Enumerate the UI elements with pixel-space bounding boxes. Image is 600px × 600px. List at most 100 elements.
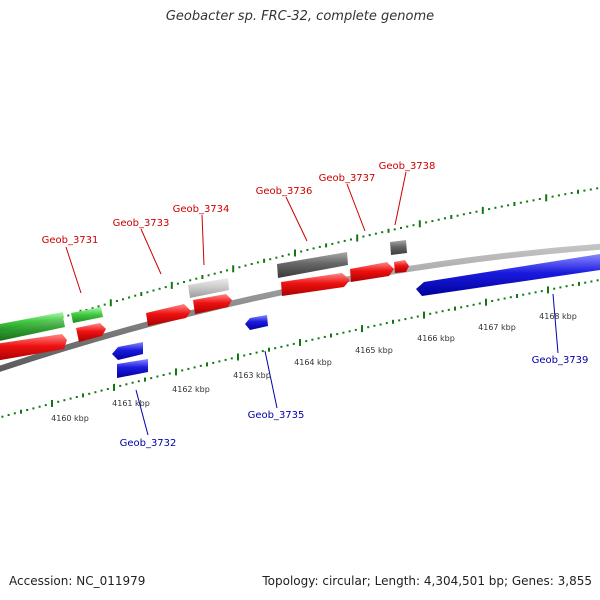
- reverse-track-tick: [317, 337, 320, 340]
- reverse-track-tick: [249, 353, 252, 355]
- forward-track-tick: [164, 286, 167, 289]
- forward-track-tick: [437, 218, 440, 221]
- forward-track-tick: [201, 275, 204, 279]
- gene-forward-3736[interactable]: [281, 273, 350, 296]
- gene-forward-3734[interactable]: [193, 294, 232, 314]
- gene-forward-3733[interactable]: [146, 304, 191, 326]
- reverse-track-tick: [106, 388, 109, 390]
- forward-track-tick: [551, 195, 554, 198]
- forward-track-tick: [431, 220, 434, 223]
- gene-label-geob-3731[interactable]: Geob_3731: [42, 235, 99, 246]
- gene-forward-3737[interactable]: [350, 262, 394, 282]
- reverse-track-tick: [342, 331, 345, 334]
- reverse-track-tick: [497, 298, 500, 301]
- forward-track-tick: [519, 201, 522, 204]
- gene-reverse-3732a[interactable]: [112, 342, 143, 360]
- forward-track-tick: [318, 245, 321, 248]
- forward-track-tick: [469, 212, 472, 214]
- reverse-track-tick: [13, 412, 16, 415]
- reverse-track-tick: [218, 360, 221, 363]
- reverse-track-tick: [82, 393, 84, 398]
- forward-track-tick: [122, 298, 124, 301]
- gene-label-geob-3736[interactable]: Geob_3736: [256, 186, 313, 197]
- forward-track-tick: [532, 199, 535, 202]
- forward-track-tick: [400, 227, 402, 229]
- gene-rna-left-1[interactable]: [0, 317, 65, 342]
- reverse-track-tick: [540, 290, 543, 293]
- gene-pseudo-3736[interactable]: [277, 252, 348, 278]
- forward-track-tick: [189, 279, 192, 282]
- gene-label-geob-3739[interactable]: Geob_3739: [532, 355, 589, 366]
- reverse-track-tick: [385, 322, 388, 325]
- accession-text: Accession: NC_011979: [9, 574, 146, 588]
- reverse-track-tick: [113, 383, 115, 391]
- reverse-track-tick: [354, 328, 357, 331]
- forward-track-tick: [456, 214, 459, 217]
- reverse-track-tick: [175, 368, 177, 376]
- forward-gene-labels: Geob_3731 Geob_3733 Geob_3734 Geob_3736 …: [42, 161, 436, 246]
- gene-reverse-3735[interactable]: [245, 315, 268, 330]
- scale-label-4166: 4166 kbp: [417, 334, 455, 343]
- forward-track-tick: [244, 264, 247, 267]
- forward-track-tick: [570, 192, 573, 194]
- gene-reverse-3739[interactable]: [416, 254, 600, 296]
- forward-track-tick: [269, 258, 272, 261]
- gene-forward-3738[interactable]: [394, 260, 409, 273]
- reverse-track-tick: [131, 381, 134, 384]
- scale-labels: 4160 kbp 4161 kbp 4162 kbp 4163 kbp 4164…: [51, 312, 577, 423]
- reverse-track-tick: [460, 306, 463, 309]
- forward-track-tick: [406, 225, 409, 228]
- reverse-track-tick: [168, 372, 171, 375]
- reverse-track-tick: [584, 281, 587, 284]
- reverse-track-tick: [485, 298, 487, 306]
- reverse-track-tick: [447, 308, 450, 311]
- forward-track-tick: [356, 234, 359, 242]
- reverse-track-tick: [330, 333, 332, 338]
- reverse-track-tick: [268, 347, 270, 352]
- forward-track-tick: [67, 314, 70, 317]
- scale-label-4160: 4160 kbp: [51, 414, 89, 423]
- reverse-track-tick: [348, 330, 351, 333]
- scale-label-4165: 4165 kbp: [355, 346, 393, 355]
- forward-track-tick: [176, 282, 179, 285]
- gene-partial-3734[interactable]: [188, 278, 229, 298]
- scale-label-4162: 4162 kbp: [172, 385, 210, 394]
- gene-forward-3731b[interactable]: [76, 323, 106, 342]
- forward-track-tick: [374, 232, 377, 235]
- scale-label-4161: 4161 kbp: [112, 399, 150, 408]
- gene-label-geob-3735[interactable]: Geob_3735: [248, 410, 305, 421]
- reverse-track-tick: [75, 396, 78, 398]
- gene-rna-left-2[interactable]: [0, 312, 64, 332]
- reverse-track-tick: [44, 404, 47, 407]
- forward-track-tick: [481, 206, 484, 214]
- forward-track-tick: [146, 291, 149, 294]
- reverse-track-tick: [571, 284, 574, 287]
- forward-track-tick: [596, 187, 599, 190]
- reverse-track-tick: [553, 287, 556, 290]
- forward-track-tick: [207, 274, 210, 277]
- gene-reverse-3732b[interactable]: [117, 359, 148, 378]
- gene-label-geob-3732[interactable]: Geob_3732: [120, 438, 177, 449]
- gene-label-geob-3733[interactable]: Geob_3733: [113, 218, 170, 229]
- reverse-track-tick: [516, 294, 518, 298]
- forward-track-tick: [412, 224, 415, 227]
- reverse-track-tick: [454, 306, 456, 311]
- forward-track-tick: [140, 292, 143, 296]
- forward-track-tick: [115, 300, 118, 302]
- gene-pseudo-3738[interactable]: [390, 240, 407, 255]
- gene-label-geob-3737[interactable]: Geob_3737: [319, 173, 376, 184]
- gene-label-geob-3738[interactable]: Geob_3738: [379, 161, 436, 172]
- reverse-track-tick: [88, 392, 91, 395]
- gene-label-geob-3734[interactable]: Geob_3734: [173, 204, 230, 215]
- forward-track-tick: [109, 299, 112, 307]
- gene-rna-3731[interactable]: [71, 307, 103, 323]
- gene-forward-left[interactable]: [0, 334, 67, 361]
- reverse-track-tick: [51, 400, 53, 407]
- reverse-track-tick: [509, 296, 512, 299]
- forward-track-tick: [381, 231, 384, 234]
- forward-track-tick: [331, 242, 334, 245]
- reverse-track-tick: [305, 340, 308, 343]
- forward-track-tick: [589, 188, 592, 191]
- reverse-track-tick: [491, 300, 494, 302]
